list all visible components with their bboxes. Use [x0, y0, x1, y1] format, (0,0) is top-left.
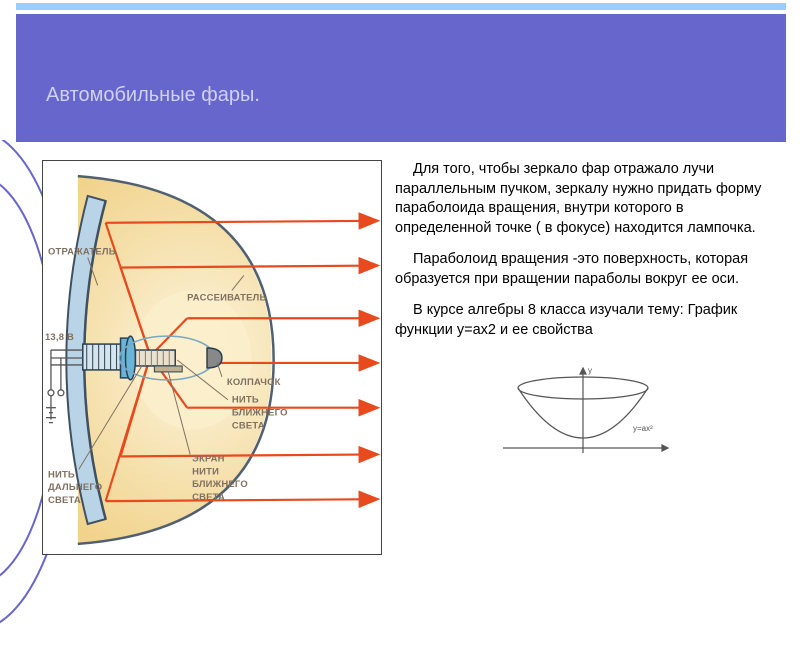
label-cap: КОЛПАЧОК — [227, 377, 281, 388]
paragraph-1: Для того, чтобы зеркало фар отражало луч… — [395, 160, 770, 238]
label-shield4: СВЕТА — [192, 492, 225, 503]
label-diffuser: РАССЕИВАТЕЛЬ — [187, 292, 266, 303]
label-low1: НИТЬ — [232, 395, 259, 406]
label-shield3: БЛИЖНЕГО — [192, 479, 248, 490]
headlight-diagram: ОТРАЖАТЕЛЬ РАССЕИВАТЕЛЬ 13,8 В КОЛПАЧОК … — [42, 160, 382, 555]
diagram-column: ОТРАЖАТЕЛЬ РАССЕИВАТЕЛЬ 13,8 В КОЛПАЧОК … — [0, 150, 390, 570]
paraboloid-sketch: y y=ax² — [483, 353, 683, 473]
label-shield1: ЭКРАН — [192, 453, 225, 464]
accent-line — [16, 3, 786, 10]
label-high1: НИТЬ — [48, 469, 75, 480]
label-low3: СВЕТА — [232, 421, 265, 432]
label-high2: ДАЛЬНЕГО — [48, 482, 102, 493]
label-low2: БЛИЖНЕГО — [232, 408, 288, 419]
label-voltage: 13,8 В — [45, 332, 74, 343]
header: Автомобильные фары. — [16, 14, 786, 142]
paragraph-2: Параболоид вращения -это поверхность, ко… — [395, 250, 770, 289]
page-title: Автомобильные фары. — [46, 84, 786, 107]
paragraph-3: В курсе алгебры 8 класса изучали тему: Г… — [395, 301, 770, 340]
text-column: Для того, чтобы зеркало фар отражало луч… — [390, 150, 785, 570]
content-area: ОТРАЖАТЕЛЬ РАССЕИВАТЕЛЬ 13,8 В КОЛПАЧОК … — [0, 150, 800, 570]
axis-y-label: y — [588, 366, 592, 375]
eq-label: y=ax² — [633, 424, 653, 433]
label-shield2: НИТИ — [192, 466, 219, 477]
label-reflector: ОТРАЖАТЕЛЬ — [48, 247, 116, 258]
label-high3: СВЕТА — [48, 495, 81, 506]
